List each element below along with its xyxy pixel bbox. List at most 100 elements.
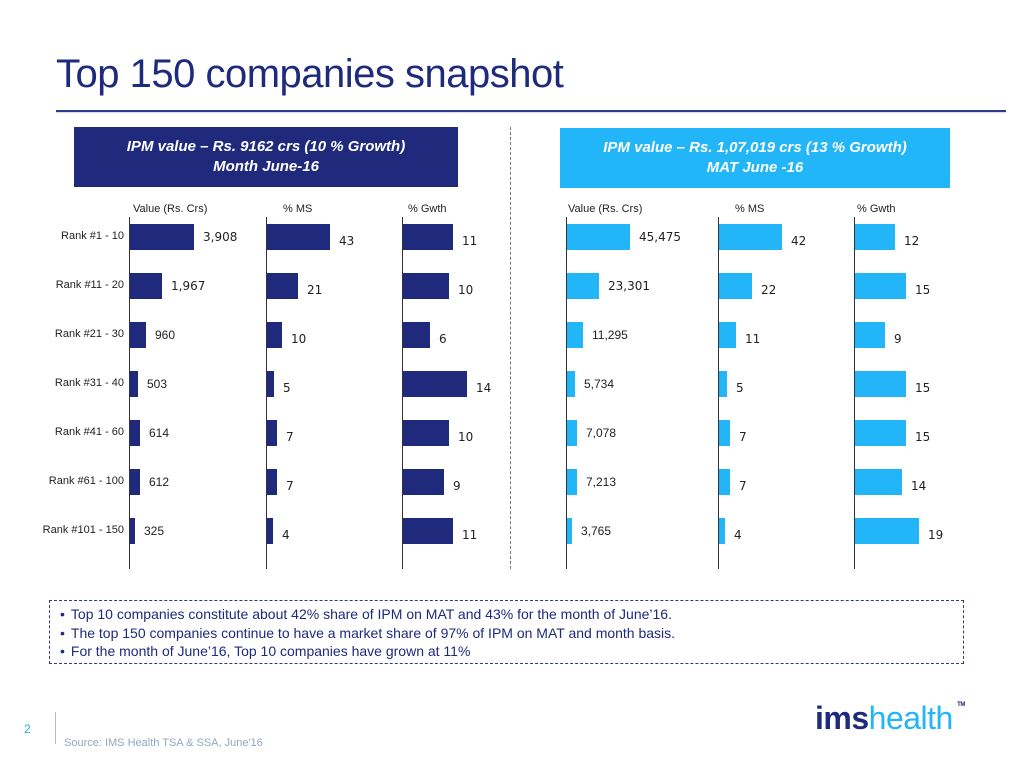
month-axis	[129, 217, 130, 569]
source-note: Source: IMS Health TSA & SSA, June'16	[64, 737, 263, 749]
logo-tm: TM	[957, 702, 965, 708]
month-axis	[266, 217, 267, 569]
month-data-label: 325	[144, 524, 165, 538]
month-bar	[403, 224, 453, 250]
mat-data-label: 19	[928, 528, 944, 542]
month-data-label: 10	[458, 283, 474, 297]
mat-bar	[719, 469, 730, 495]
mat-data-label: 11	[745, 332, 761, 346]
month-bar	[267, 273, 298, 299]
mat-data-label: 12	[904, 234, 920, 248]
mat-data-label: 22	[761, 283, 777, 297]
month-data-label: 21	[307, 283, 323, 297]
mat-col-title: % MS	[735, 203, 765, 215]
month-bar	[403, 371, 467, 397]
mat-data-label: 4	[734, 528, 742, 542]
mat-bar	[567, 469, 577, 495]
footer-divider	[55, 712, 56, 744]
mat-data-label: 42	[791, 234, 807, 248]
mat-axis	[566, 217, 567, 569]
mat-bar	[719, 273, 752, 299]
mat-bar	[855, 273, 906, 299]
mat-data-label: 5	[736, 381, 744, 395]
mat-data-label: 7,213	[586, 475, 617, 489]
month-bar	[130, 273, 162, 299]
row-label: Rank #21 - 30	[54, 328, 124, 340]
logo-ims: ims	[815, 700, 869, 736]
month-data-label: 10	[291, 332, 307, 346]
mat-bar	[719, 518, 725, 544]
mat-data-label: 7,078	[586, 426, 617, 440]
note-item: The top 150 companies continue to have a…	[60, 624, 953, 643]
row-label: Rank #61 - 100	[48, 475, 124, 487]
month-bar	[267, 224, 330, 250]
mat-bar	[719, 420, 730, 446]
month-data-label: 614	[149, 426, 170, 440]
month-data-label: 503	[147, 377, 168, 391]
panel-divider	[510, 127, 511, 569]
mat-data-label: 7	[739, 479, 747, 493]
month-data-label: 9	[453, 479, 461, 493]
mat-panel-header: IPM value – Rs. 1,07,019 crs (13 % Growt…	[560, 128, 950, 188]
mat-bar	[567, 224, 630, 250]
month-panel-header: IPM value – Rs. 9162 crs (10 % Growth) M…	[74, 127, 458, 187]
month-bar	[130, 518, 135, 544]
month-data-label: 1,967	[171, 279, 206, 293]
month-bar	[130, 322, 146, 348]
mat-bar	[719, 224, 782, 250]
mat-data-label: 7	[739, 430, 747, 444]
page-number: 2	[24, 722, 31, 736]
mat-bar	[855, 469, 902, 495]
month-bar	[267, 469, 277, 495]
mat-data-label: 3,765	[581, 524, 612, 538]
month-data-label: 43	[339, 234, 355, 248]
month-bar	[403, 469, 444, 495]
month-data-label: 10	[458, 430, 474, 444]
mat-data-label: 23,301	[608, 279, 650, 293]
mat-data-label: 15	[915, 430, 931, 444]
month-axis	[402, 217, 403, 569]
month-bar	[130, 371, 138, 397]
key-notes-box: Top 10 companies constitute about 42% sh…	[49, 600, 964, 664]
month-bar	[267, 518, 273, 544]
month-data-label: 14	[476, 381, 492, 395]
mat-axis	[718, 217, 719, 569]
month-col-title: % Gwth	[408, 203, 447, 215]
row-label: Rank #41 - 60	[54, 426, 124, 438]
mat-panel-line2: MAT June -16	[706, 159, 804, 176]
month-panel-line2: Month June-16	[213, 158, 319, 175]
month-bar	[130, 469, 140, 495]
mat-bar	[855, 420, 906, 446]
month-bar	[267, 420, 277, 446]
month-data-label: 7	[286, 430, 294, 444]
mat-bar	[855, 518, 919, 544]
note-item: For the month of June’16, Top 10 compani…	[60, 642, 953, 661]
mat-bar	[567, 371, 575, 397]
mat-data-label: 15	[915, 381, 931, 395]
month-bar	[403, 420, 449, 446]
month-bar	[267, 322, 282, 348]
month-data-label: 11	[462, 234, 478, 248]
mat-bar	[567, 420, 577, 446]
mat-data-label: 11,295	[592, 328, 628, 342]
logo-health: health	[868, 700, 954, 736]
month-data-label: 6	[439, 332, 447, 346]
month-data-label: 11	[462, 528, 478, 542]
month-bar	[130, 224, 194, 250]
row-label: Rank #1 - 10	[61, 230, 124, 242]
month-panel-line1: IPM value – Rs. 9162 crs (10 % Growth)	[126, 138, 406, 155]
note-item: Top 10 companies constitute about 42% sh…	[60, 605, 953, 624]
mat-data-label: 5,734	[584, 377, 615, 391]
month-data-label: 3,908	[203, 230, 238, 244]
mat-data-label: 14	[911, 479, 927, 493]
mat-data-label: 9	[894, 332, 902, 346]
mat-bar	[567, 322, 583, 348]
month-bar	[267, 371, 274, 397]
month-data-label: 5	[283, 381, 291, 395]
mat-data-label: 15	[915, 283, 931, 297]
row-label: Rank #101 - 150	[42, 524, 124, 536]
mat-axis	[854, 217, 855, 569]
month-data-label: 612	[149, 475, 170, 489]
mat-bar	[567, 518, 572, 544]
mat-bar	[719, 371, 727, 397]
